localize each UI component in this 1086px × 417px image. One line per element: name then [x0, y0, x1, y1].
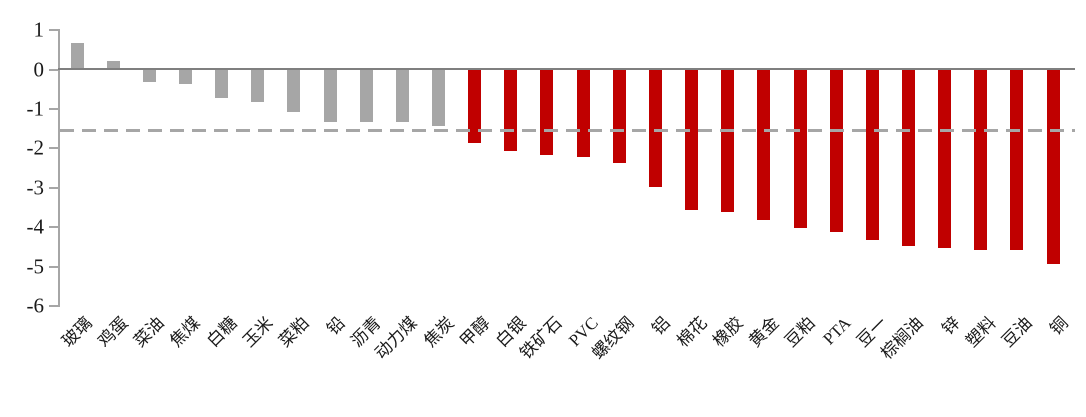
y-axis-tick	[49, 29, 58, 32]
bar	[612, 68, 626, 164]
y-axis-tick	[49, 304, 58, 307]
y-axis-tick	[49, 147, 58, 150]
y-axis-tick	[49, 186, 58, 189]
bar	[901, 68, 915, 246]
bar	[251, 68, 265, 102]
bar	[323, 68, 337, 122]
bar	[685, 68, 699, 211]
y-axis-tick-label: -3	[26, 175, 45, 200]
bar	[215, 68, 229, 99]
bar	[1010, 68, 1024, 250]
y-axis-line	[58, 29, 60, 307]
bar	[721, 68, 735, 213]
y-axis-tick-label: -6	[26, 293, 45, 318]
bar	[432, 68, 445, 126]
y-axis-tick	[49, 226, 58, 229]
bar	[576, 68, 590, 158]
y-axis-tick	[49, 107, 58, 110]
bar	[70, 42, 84, 69]
reference-dashed-line	[60, 128, 1075, 132]
y-axis-tick	[49, 265, 58, 268]
bar	[865, 68, 879, 240]
bar	[504, 68, 518, 152]
bar	[395, 68, 409, 122]
bar	[468, 68, 482, 144]
bar	[793, 68, 807, 229]
y-axis-tick-label: -4	[26, 214, 45, 239]
y-axis-tick-label: -2	[26, 135, 45, 160]
bar	[829, 68, 843, 232]
bar	[287, 68, 301, 112]
y-axis-tick-label: 1	[33, 17, 45, 42]
y-axis-tick-label: -5	[26, 254, 45, 278]
bar	[974, 68, 988, 250]
bar	[1046, 68, 1060, 264]
y-axis-tick-label: -1	[26, 96, 45, 121]
bar	[142, 68, 156, 83]
zero-axis-line	[58, 67, 1075, 70]
y-axis-tick-label: 0	[33, 57, 45, 81]
bar	[178, 68, 192, 85]
bar	[540, 68, 554, 156]
bar	[757, 68, 771, 221]
bar	[938, 68, 952, 248]
y-axis-tick	[49, 68, 58, 71]
bar	[359, 68, 373, 122]
bar	[106, 60, 120, 69]
bar	[648, 68, 662, 187]
